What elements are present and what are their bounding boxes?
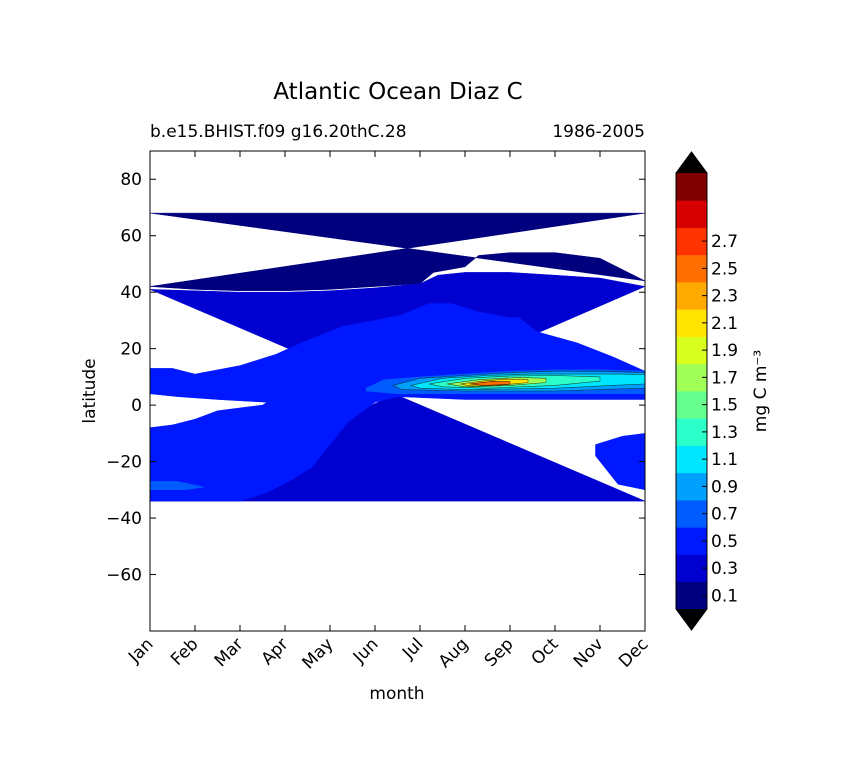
y-axis-label: latitude bbox=[80, 358, 100, 423]
colorbar-swatch bbox=[676, 282, 707, 310]
y-tick-label: −20 bbox=[106, 453, 142, 473]
x-axis-label: month bbox=[369, 684, 424, 704]
colorbar-swatch bbox=[676, 227, 707, 256]
contour-line-9 bbox=[460, 378, 529, 387]
colorbar-swatch bbox=[676, 472, 707, 501]
colorbar-extend-bottom bbox=[676, 609, 707, 630]
x-tick-label: Jan bbox=[124, 634, 157, 667]
colorbar-swatch bbox=[676, 200, 707, 228]
colorbar-tick-label: 2.1 bbox=[711, 314, 738, 334]
colorbar-tick-label: 1.5 bbox=[711, 396, 738, 416]
chart-subtitle-left: b.e15.BHIST.f09 g16.20thC.28 bbox=[150, 122, 407, 142]
contour-region-3 bbox=[150, 481, 205, 491]
colorbar-tick-label: 0.1 bbox=[711, 586, 738, 606]
x-tick-label: Sep bbox=[481, 634, 518, 671]
contour-region-2 bbox=[150, 303, 645, 502]
colorbar-label: mg C m⁻³ bbox=[751, 350, 771, 432]
y-axis: 80 60 40 20 0 −20 −40 −60 bbox=[106, 170, 645, 586]
colorbar-tick-label: 2.3 bbox=[711, 287, 738, 307]
colorbar-swatch bbox=[676, 418, 707, 446]
y-tick-label: −40 bbox=[106, 509, 142, 529]
y-tick-label: 0 bbox=[131, 396, 142, 416]
x-tick-label: Apr bbox=[258, 634, 293, 669]
colorbar: 0.1 0.3 0.5 0.7 0.9 1.1 1.3 1.5 1.7 1.9 2.1 2.3 2.5 2… bbox=[675, 151, 738, 631]
x-tick-label: Aug bbox=[435, 634, 473, 672]
colorbar-swatch bbox=[676, 254, 707, 283]
colorbar-tick-label: 2.5 bbox=[711, 259, 738, 279]
contour-line-8 bbox=[446, 377, 547, 388]
colorbar-tick-label: 0.3 bbox=[711, 559, 738, 579]
contour-line-5 bbox=[392, 370, 645, 392]
x-tick-label: Nov bbox=[570, 634, 608, 672]
contour-line-7 bbox=[428, 375, 601, 389]
y-tick-label: 60 bbox=[120, 227, 142, 247]
colorbar-swatch bbox=[676, 527, 707, 555]
contour-line-10 bbox=[469, 381, 511, 386]
colorbar-swatch bbox=[676, 336, 707, 365]
x-tick-label: Feb bbox=[167, 634, 202, 669]
x-tick-label: Jul bbox=[398, 634, 427, 663]
colorbar-swatch bbox=[676, 391, 707, 419]
colorbar-tick-label: 1.3 bbox=[711, 423, 738, 443]
colorbar-outline bbox=[675, 151, 708, 631]
y-tick-label: 20 bbox=[120, 340, 142, 360]
contour-fills bbox=[150, 212, 645, 502]
colorbar-swatch bbox=[676, 445, 707, 474]
x-tick-label: Oct bbox=[528, 634, 563, 669]
colorbar-tick-label: 0.9 bbox=[711, 477, 738, 497]
colorbar-swatch bbox=[676, 309, 707, 337]
colorbar-tick-label: 2.7 bbox=[711, 232, 738, 252]
x-tick-label: Mar bbox=[211, 634, 248, 671]
x-tick-label: Jun bbox=[349, 634, 383, 668]
colorbar-swatch bbox=[676, 173, 707, 201]
colorbar-extend-top bbox=[676, 152, 707, 173]
plot-frame bbox=[149, 150, 646, 632]
y-tick-label: −60 bbox=[106, 566, 142, 586]
plot-area: Jan Feb Mar Apr May Jun Jul Aug Sep Oct Nov Dec 80 6… bbox=[106, 150, 653, 673]
chart-subtitle-right: 1986-2005 bbox=[552, 122, 645, 142]
colorbar-swatch bbox=[676, 554, 707, 583]
colorbar-swatch bbox=[676, 500, 707, 528]
colorbar-tick-label: 0.7 bbox=[711, 505, 738, 525]
colorbar-tick-label: 1.1 bbox=[711, 450, 738, 470]
colorbar-tick-label: 0.5 bbox=[711, 532, 738, 552]
colorbar-tick-label: 1.9 bbox=[711, 341, 738, 361]
contour-line-6 bbox=[409, 373, 645, 390]
colorbar-swatch bbox=[676, 581, 707, 610]
y-tick-label: 80 bbox=[120, 170, 142, 190]
colorbar-tick-label: 1.7 bbox=[711, 368, 738, 388]
x-tick-label: Dec bbox=[615, 634, 652, 671]
colorbar-swatch bbox=[676, 363, 707, 392]
x-tick-label: May bbox=[299, 634, 338, 673]
chart-title: Atlantic Ocean Diaz C bbox=[273, 79, 522, 105]
y-tick-label: 40 bbox=[120, 283, 142, 303]
